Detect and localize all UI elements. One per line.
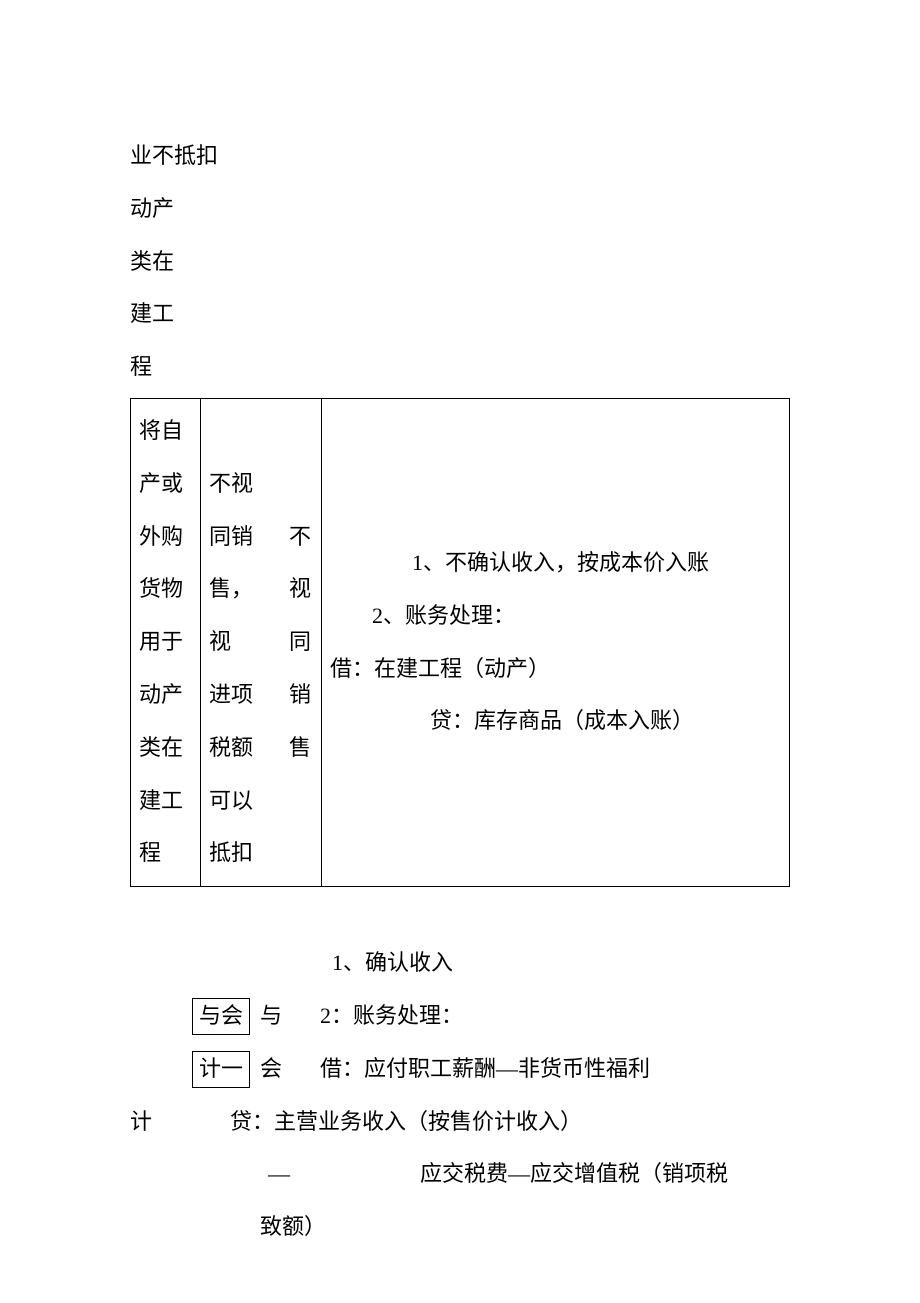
s2-row-2: 与会 与 2：账务处理： [130,990,790,1043]
s2-dash: — [130,1148,290,1201]
section-2: 1、确认收入 与会 与 2：账务处理： 计一 会 借：应付职工薪酬—非货币性福利… [130,937,790,1254]
s2-mid-2: 与 [260,990,320,1043]
table-col-2: 不视 同销 售，视 进项 税额 可以 抵扣 [201,399,281,886]
col4-line-1: 1、不确认收入，按成本价入账 [330,537,781,590]
table-col-3: 不 视 同 销 售 [281,399,321,886]
col1-line-5: 用于 [139,629,183,654]
s2-box-1: 与会 [192,998,250,1035]
col1-line-7: 类在 [139,735,183,760]
col3-line-4: 销 [289,682,311,707]
col4-line-3: 借：在建工程（动产） [330,643,781,696]
col1-line-3: 外购 [139,524,183,549]
col4-line-2: 2、账务处理： [330,590,781,643]
col3-line-2: 视 [289,576,311,601]
col1-line-4: 货物 [139,576,183,601]
col1-line-9: 程 [139,840,161,865]
col2-line-2: 同销 [209,524,253,549]
s2-right-2: 2：账务处理： [320,990,790,1043]
s2-row-6: 致额） [130,1201,790,1254]
s2-last: 致额） [260,1201,326,1254]
s2-last-prefix: 致 [260,1214,282,1239]
col2-line-7: 抵扣 [209,840,253,865]
s2-line-1: 1、确认收入 [130,937,790,990]
col2-line-5: 税额 [209,735,253,760]
table-col-1: 将自 产或 外购 货物 用于 动产 类在 建工 程 [131,399,201,886]
col1-line-6: 动产 [139,682,183,707]
top-char-cheng: 程 [130,341,790,394]
col3-line-0b [289,471,295,496]
col3-line-5: 售 [289,735,311,760]
s2-row-5: — 应交税费—应交增值税（销项税 [130,1148,790,1201]
col4-line-4: 贷：库存商品（成本入账） [330,695,781,748]
s2-left-4: 计 [130,1096,160,1149]
top-text-block: 业不抵扣 动产 类在 建工 程 [130,130,790,394]
col2-line-6: 可以 [209,788,253,813]
col3-line-3: 同 [289,629,311,654]
top-line-4: 建工 [130,288,790,341]
s2-right-4: 贷：主营业务收入（按售价计收入） [160,1096,790,1149]
col2-line-3: 售，视 [209,576,253,654]
s2-mid-3: 会 [260,1043,320,1096]
top-line-3: 类在 [130,236,790,289]
col2-line-0 [209,418,215,443]
col1-line-8: 建工 [139,788,183,813]
top-line-2: 动产 [130,183,790,236]
table-col-4: 1、不确认收入，按成本价入账 2、账务处理： 借：在建工程（动产） 贷：库存商品… [321,399,789,886]
main-table: 将自 产或 外购 货物 用于 动产 类在 建工 程 不视 同销 售，视 进项 税… [130,398,790,887]
s2-right-3: 借：应付职工薪酬—非货币性福利 [320,1043,790,1096]
col2-line-4: 进项 [209,682,253,707]
col1-line-1: 将自 [139,418,183,443]
s2-box-2: 计一 [192,1051,250,1088]
col1-line-2: 产或 [139,471,183,496]
s2-row-3: 计一 会 借：应付职工薪酬—非货币性福利 [130,1043,790,1096]
s2-right-5: 应交税费—应交增值税（销项税 [290,1148,790,1201]
s2-last-suffix: 额） [282,1214,326,1239]
s2-row-4: 计 贷：主营业务收入（按售价计收入） [130,1096,790,1149]
col2-line-1: 不视 [209,471,253,496]
col3-line-1: 不 [289,524,311,549]
top-line-1: 业不抵扣 [130,130,790,183]
col3-line-0 [289,418,295,443]
